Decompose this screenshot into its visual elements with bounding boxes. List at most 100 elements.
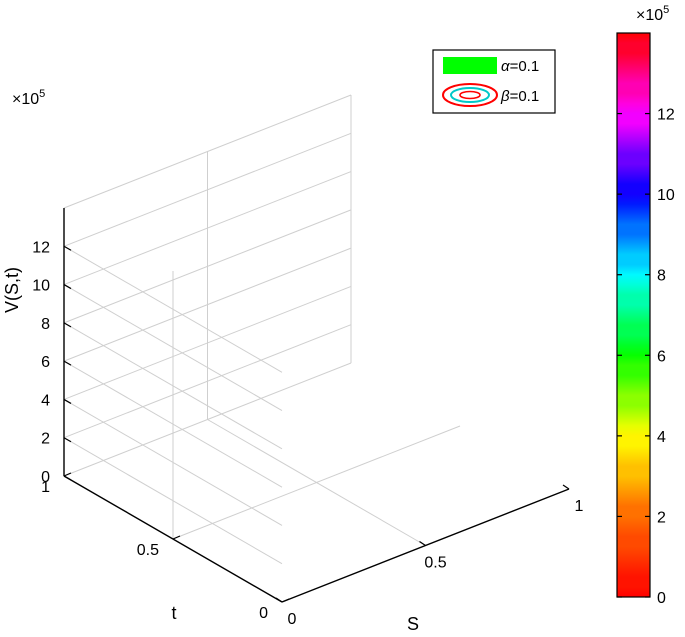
surface-patch bbox=[203, 455, 211, 461]
surface-patch bbox=[380, 297, 388, 306]
surface-patch bbox=[242, 446, 250, 452]
surface-patch bbox=[413, 524, 421, 529]
surface-patch bbox=[287, 581, 295, 586]
surface-patch bbox=[286, 317, 294, 325]
surface-patch bbox=[349, 399, 357, 406]
surface-patch bbox=[449, 500, 457, 505]
surface-patch bbox=[317, 457, 325, 463]
surface-patch bbox=[208, 477, 216, 483]
surface-patch bbox=[352, 404, 360, 411]
surface-patch bbox=[459, 448, 467, 454]
surface-patch bbox=[408, 352, 416, 360]
surface-patch bbox=[384, 475, 392, 481]
surface-patch bbox=[366, 236, 374, 246]
surface-patch bbox=[481, 400, 489, 407]
surface-patch bbox=[433, 448, 441, 454]
surface-patch bbox=[380, 369, 388, 377]
surface-patch bbox=[532, 461, 540, 467]
surface-patch bbox=[303, 210, 311, 220]
surface-patch bbox=[447, 491, 455, 496]
surface-patch bbox=[285, 548, 293, 553]
surface-patch bbox=[316, 463, 324, 469]
surface-patch bbox=[421, 486, 429, 492]
surface-patch bbox=[71, 230, 79, 247]
surface-patch bbox=[477, 494, 485, 499]
surface-patch bbox=[393, 518, 401, 523]
surface-patch bbox=[210, 399, 218, 405]
surface-patch bbox=[187, 415, 195, 421]
surface-patch bbox=[425, 510, 433, 515]
surface-patch bbox=[214, 472, 222, 478]
surface-patch bbox=[280, 487, 288, 493]
surface-patch bbox=[285, 433, 293, 440]
surface-patch bbox=[461, 382, 469, 390]
surface-patch bbox=[389, 265, 397, 275]
surface-patch bbox=[354, 493, 362, 499]
surface-patch bbox=[264, 371, 272, 378]
surface-patch bbox=[253, 437, 261, 443]
surface-patch bbox=[244, 385, 252, 392]
surface-patch bbox=[378, 483, 386, 489]
surface-patch bbox=[321, 526, 329, 531]
surface-patch bbox=[367, 263, 375, 273]
surface-patch bbox=[186, 322, 194, 329]
surface-patch bbox=[243, 533, 251, 538]
surface-patch bbox=[257, 386, 265, 393]
surface-patch bbox=[362, 230, 370, 240]
surface-patch bbox=[272, 526, 280, 532]
surface-patch bbox=[240, 457, 248, 463]
surface-patch bbox=[296, 234, 304, 244]
surface-patch bbox=[345, 224, 353, 234]
surface-patch bbox=[302, 291, 310, 300]
surface-patch bbox=[142, 346, 150, 354]
surface-patch bbox=[271, 294, 279, 302]
surface-patch bbox=[111, 325, 119, 338]
surface-patch bbox=[231, 356, 239, 363]
surface-patch bbox=[430, 526, 438, 531]
surface-patch bbox=[340, 397, 348, 404]
surface-patch bbox=[405, 347, 413, 355]
surface-patch bbox=[493, 432, 501, 439]
surface-patch bbox=[381, 389, 389, 397]
surface-patch bbox=[440, 478, 448, 484]
surface-patch bbox=[411, 446, 419, 453]
surface-patch bbox=[437, 531, 445, 535]
surface-patch bbox=[183, 409, 191, 415]
surface-patch bbox=[154, 382, 162, 389]
surface-patch bbox=[399, 439, 407, 446]
surface-patch bbox=[318, 426, 326, 433]
surface-patch bbox=[266, 265, 274, 274]
surface-patch bbox=[436, 519, 444, 524]
surface-patch bbox=[454, 516, 462, 521]
surface-patch bbox=[331, 305, 339, 314]
surface-patch bbox=[253, 532, 261, 538]
surface-patch bbox=[376, 551, 384, 556]
surface-patch bbox=[418, 377, 426, 385]
surface-patch bbox=[300, 428, 308, 434]
surface-patch bbox=[354, 471, 362, 477]
surface-patch bbox=[442, 363, 450, 371]
surface-patch bbox=[430, 384, 438, 392]
surface-patch bbox=[248, 553, 256, 559]
surface-patch bbox=[434, 441, 442, 448]
surface-patch bbox=[330, 565, 338, 570]
surface-patch bbox=[312, 249, 320, 259]
surface-patch bbox=[209, 492, 217, 498]
surface-patch bbox=[447, 390, 455, 398]
surface-patch bbox=[95, 279, 103, 294]
surface-patch bbox=[334, 506, 342, 512]
surface-patch bbox=[384, 336, 392, 344]
surface-patch bbox=[102, 286, 110, 301]
surface-patch bbox=[421, 465, 429, 471]
surface-patch bbox=[344, 375, 352, 382]
surface-patch bbox=[388, 399, 396, 406]
surface-patch bbox=[301, 576, 309, 581]
surface-patch bbox=[324, 572, 332, 577]
surface-patch bbox=[304, 501, 312, 507]
surface-patch bbox=[307, 531, 315, 536]
surface-patch bbox=[210, 316, 218, 323]
surface-patch bbox=[405, 404, 413, 411]
surface-patch bbox=[312, 435, 320, 441]
surface-patch bbox=[325, 529, 333, 534]
surface-patch bbox=[514, 501, 522, 505]
